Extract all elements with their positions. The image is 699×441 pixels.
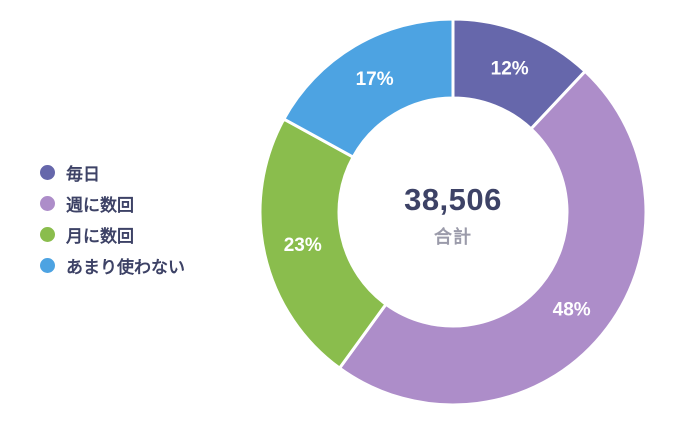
- legend-dot: [40, 258, 55, 273]
- legend-label: あまり使わない: [66, 258, 185, 277]
- slice-value-label-3: 17%: [356, 69, 394, 90]
- legend-item: 週に数回: [40, 188, 185, 219]
- slice-value-label-2: 23%: [284, 235, 322, 256]
- donut-svg: 12% 48% 23% 17%: [258, 17, 648, 407]
- donut-slice-1: [338, 69, 648, 407]
- legend-dot: [40, 196, 55, 211]
- legend-label: 週に数回: [66, 196, 134, 215]
- chart-legend: 毎日 週に数回 月に数回 あまり使わない: [40, 157, 185, 281]
- donut-slice-3: [282, 17, 455, 159]
- slice-value-label-0: 12%: [491, 58, 529, 79]
- legend-dot: [40, 165, 55, 180]
- legend-label: 月に数回: [66, 227, 134, 246]
- legend-item: あまり使わない: [40, 250, 185, 281]
- legend-item: 毎日: [40, 157, 185, 188]
- slice-value-label-1: 48%: [553, 300, 591, 321]
- legend-dot: [40, 227, 55, 242]
- legend-label: 毎日: [66, 165, 100, 184]
- legend-item: 月に数回: [40, 219, 185, 250]
- donut-slice-2: [258, 117, 388, 370]
